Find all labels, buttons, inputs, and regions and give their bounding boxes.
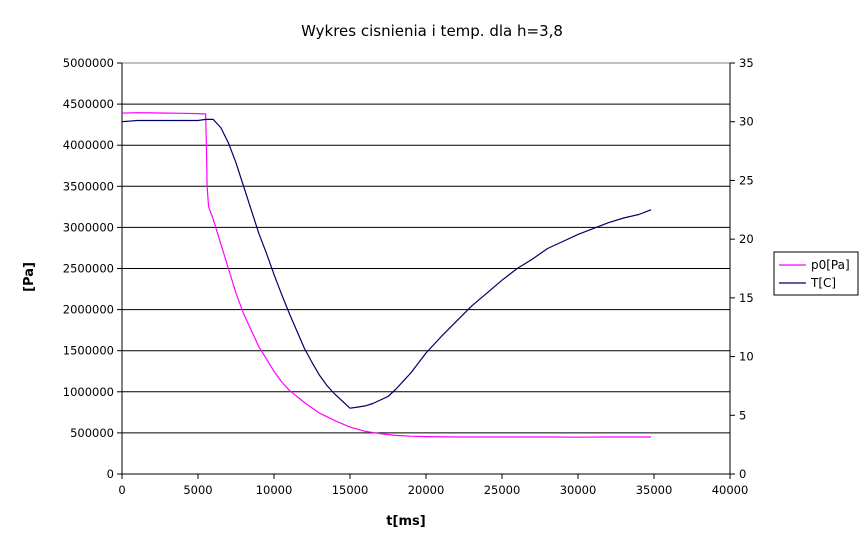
y2-tick-label: 15: [739, 291, 754, 305]
y-tick-label: 3000000: [63, 220, 114, 234]
y2-tick-label: 0: [739, 467, 746, 481]
x-axis-title: t[ms]: [386, 514, 425, 529]
x-axis: 0 5000 10000 15000 20000 25000 30000 35000 40000: [118, 473, 749, 497]
y2-tick-label: 5: [739, 408, 746, 422]
y2-tick-label: 20: [739, 232, 754, 246]
legend: p0[Pa] T[C]: [773, 251, 859, 296]
chart-title: Wykres cisnienia i temp. dla h=3,8: [301, 22, 563, 40]
series-line-p0: [121, 112, 651, 438]
series-layer: [121, 112, 652, 438]
y2-tick-label: 30: [739, 115, 754, 129]
legend-label-p0: p0[Pa]: [811, 258, 850, 272]
series-line-t: [121, 118, 652, 409]
x-tick-label: 20000: [408, 483, 445, 497]
y-axis-title: [Pa]: [22, 262, 37, 292]
x-tick-label: 30000: [560, 483, 597, 497]
legend-box: [773, 251, 859, 296]
y-tick-label: 4000000: [63, 138, 114, 152]
y2-tick-label: 10: [739, 350, 754, 364]
y-tick-label: 2500000: [63, 262, 114, 276]
y-tick-label: 5000000: [63, 56, 114, 70]
y2-tick-label: 25: [739, 173, 754, 187]
y-tick-label: 0: [107, 467, 114, 481]
y2-tick-label: 35: [739, 56, 754, 70]
y-tick-label: 4500000: [63, 97, 114, 111]
gridlines: [122, 103, 730, 434]
x-tick-label: 0: [118, 483, 125, 497]
y-axis-right: 0 5 10 15 20 25 30 35: [729, 56, 754, 481]
y-tick-label: 1000000: [63, 385, 114, 399]
x-tick-label: 40000: [712, 483, 749, 497]
x-tick-label: 15000: [332, 483, 369, 497]
y-tick-label: 2000000: [63, 303, 114, 317]
x-tick-label: 10000: [256, 483, 293, 497]
y-axis-left: 0 500000 1000000 1500000 2000000 2500000 30000…: [63, 56, 123, 481]
x-tick-label: 5000: [183, 483, 212, 497]
y-tick-label: 1500000: [63, 344, 114, 358]
x-tick-label: 35000: [636, 483, 673, 497]
legend-label-t: T[C]: [810, 276, 836, 290]
y-tick-label: 500000: [70, 426, 114, 440]
y-tick-label: 3500000: [63, 179, 114, 193]
x-tick-label: 25000: [484, 483, 521, 497]
